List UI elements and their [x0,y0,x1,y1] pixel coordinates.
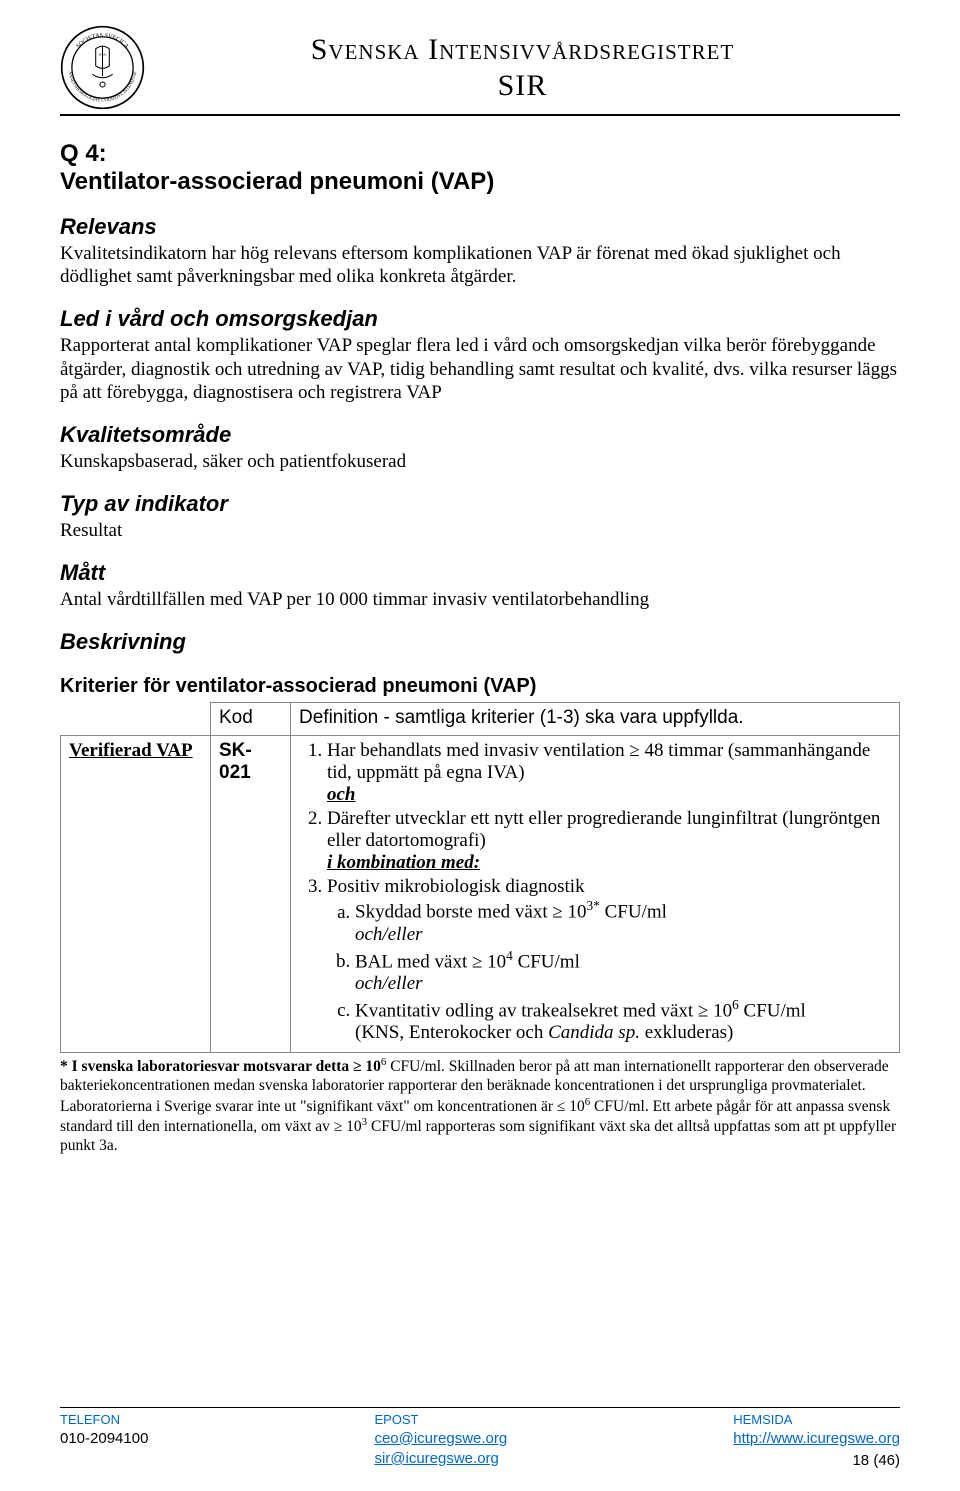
heading-typ: Typ av indikator [60,491,900,517]
heading-kvalitetsomrade: Kvalitetsområde [60,422,900,448]
table-row: Kod Definition - samtliga kriterier (1-3… [61,703,900,736]
heading-beskrivning: Beskrivning [60,629,900,655]
sub-b-exp: 4 [506,948,513,963]
sub-b-pre: BAL med växt ≥ 10 [355,951,506,972]
page-header: SOCIETAS SVECICA ANAESTHESIOLOGIAE CVRAE… [60,25,900,110]
q-label: Q 4: [60,140,900,168]
footer-tel-value: 010-2094100 [60,1429,148,1449]
footer-tel-label: TELEFON [60,1411,148,1429]
list-item: Kvantitativ odling av trakealsekret med … [355,997,891,1044]
footnote: * I svenska laboratoriesvar motsvarar de… [60,1056,900,1155]
sir-seal-logo: SOCIETAS SVECICA ANAESTHESIOLOGIAE CVRAE… [60,25,145,110]
col-kod: Kod [211,703,291,736]
footer-columns: TELEFON 010-2094100 EPOST ceo@icuregswe.… [60,1411,900,1471]
footer-epost-link-2[interactable]: sir@icuregswe.org [374,1450,498,1467]
def-item-1-och: och [327,784,356,805]
sub-b-after: och/eller [355,973,423,994]
sub-a-exp: 3* [587,898,600,913]
list-item: Har behandlats med invasiv ventilation ≥… [327,740,891,806]
q-title: Ventilator-associerad pneumoni (VAP) [60,168,900,196]
sub-b-post: CFU/ml [513,951,580,972]
header-title-sub: SIR [145,69,900,103]
table-empty-corner [61,703,211,736]
row-verifierad-vap: Verifierad VAP [61,736,211,1053]
sub-c-tail-c: exkluderas) [640,1022,733,1043]
page-footer: TELEFON 010-2094100 EPOST ceo@icuregswe.… [60,1407,900,1471]
sub-c-exp: 6 [732,997,739,1012]
sub-c-tail-a: (KNS, Enterokocker och [355,1022,548,1043]
footer-hem-label: HEMSIDA [733,1411,900,1429]
def-item-1-text: Har behandlats med invasiv ventilation ≥… [327,740,870,783]
def-item-2-komb: i kombination med: [327,852,480,873]
text-led: Rapporterat antal komplikationer VAP spe… [60,334,900,404]
definition-cell: Har behandlats med invasiv ventilation ≥… [291,736,900,1053]
svg-text:SF AI: SF AI [98,53,107,57]
col-def: Definition - samtliga kriterier (1-3) sk… [291,703,900,736]
def-item-2-text: Därefter utvecklar ett nytt eller progre… [327,808,880,851]
sub-c-tail-b: Candida sp. [548,1022,640,1043]
kod-value: SK-021 [211,736,291,1053]
text-kvalitetsomrade: Kunskapsbaserad, säker och patientfokuse… [60,450,900,473]
footer-epost-link-1[interactable]: ceo@icuregswe.org [374,1430,507,1447]
list-item: Positiv mikrobiologisk diagnostik Skydda… [327,876,891,1044]
definition-list: Har behandlats med invasiv ventilation ≥… [299,740,891,1044]
footer-col-epost: EPOST ceo@icuregswe.org sir@icuregswe.or… [374,1411,507,1471]
header-rule [60,114,900,116]
sub-c-pre: Kvantitativ odling av trakealsekret med … [355,1000,732,1021]
definition-sublist: Skyddad borste med växt ≥ 103* CFU/ml oc… [327,898,891,1044]
criteria-title: Kriterier för ventilator-associerad pneu… [60,675,900,698]
criteria-table: Kod Definition - samtliga kriterier (1-3… [60,702,900,1053]
document-content: Q 4: Ventilator-associerad pneumoni (VAP… [60,138,900,1156]
footer-col-telefon: TELEFON 010-2094100 [60,1411,148,1471]
list-item: Därefter utvecklar ett nytt eller progre… [327,808,891,874]
sub-a-after: och/eller [355,924,423,945]
text-typ: Resultat [60,519,900,542]
footer-col-hemsida: HEMSIDA http://www.icuregswe.org 18 (46) [733,1411,900,1471]
footer-hem-link[interactable]: http://www.icuregswe.org [733,1430,900,1447]
heading-matt: Mått [60,560,900,586]
footer-epost-label: EPOST [374,1411,507,1429]
list-item: Skyddad borste med växt ≥ 103* CFU/ml oc… [355,898,891,945]
header-titles: Svenska Intensivvårdsregistret SIR [145,25,900,103]
def-item-3-text: Positiv mikrobiologisk diagnostik [327,876,585,897]
table-row: Verifierad VAP SK-021 Har behandlats med… [61,736,900,1053]
page-number: 18 (46) [733,1451,900,1471]
heading-relevans: Relevans [60,214,900,240]
heading-led: Led i vård och omsorgskedjan [60,306,900,332]
text-matt: Antal vårdtillfällen med VAP per 10 000 … [60,588,900,611]
list-item: BAL med växt ≥ 104 CFU/ml och/eller [355,948,891,995]
sub-a-pre: Skyddad borste med växt ≥ 10 [355,902,587,923]
text-relevans: Kvalitetsindikatorn har hög relevans eft… [60,242,900,288]
header-title-main: Svenska Intensivvårdsregistret [145,33,900,67]
sub-a-post: CFU/ml [600,902,667,923]
sub-c-post: CFU/ml [739,1000,806,1021]
footnote-lead: * I svenska laboratoriesvar motsvarar de… [60,1059,381,1076]
